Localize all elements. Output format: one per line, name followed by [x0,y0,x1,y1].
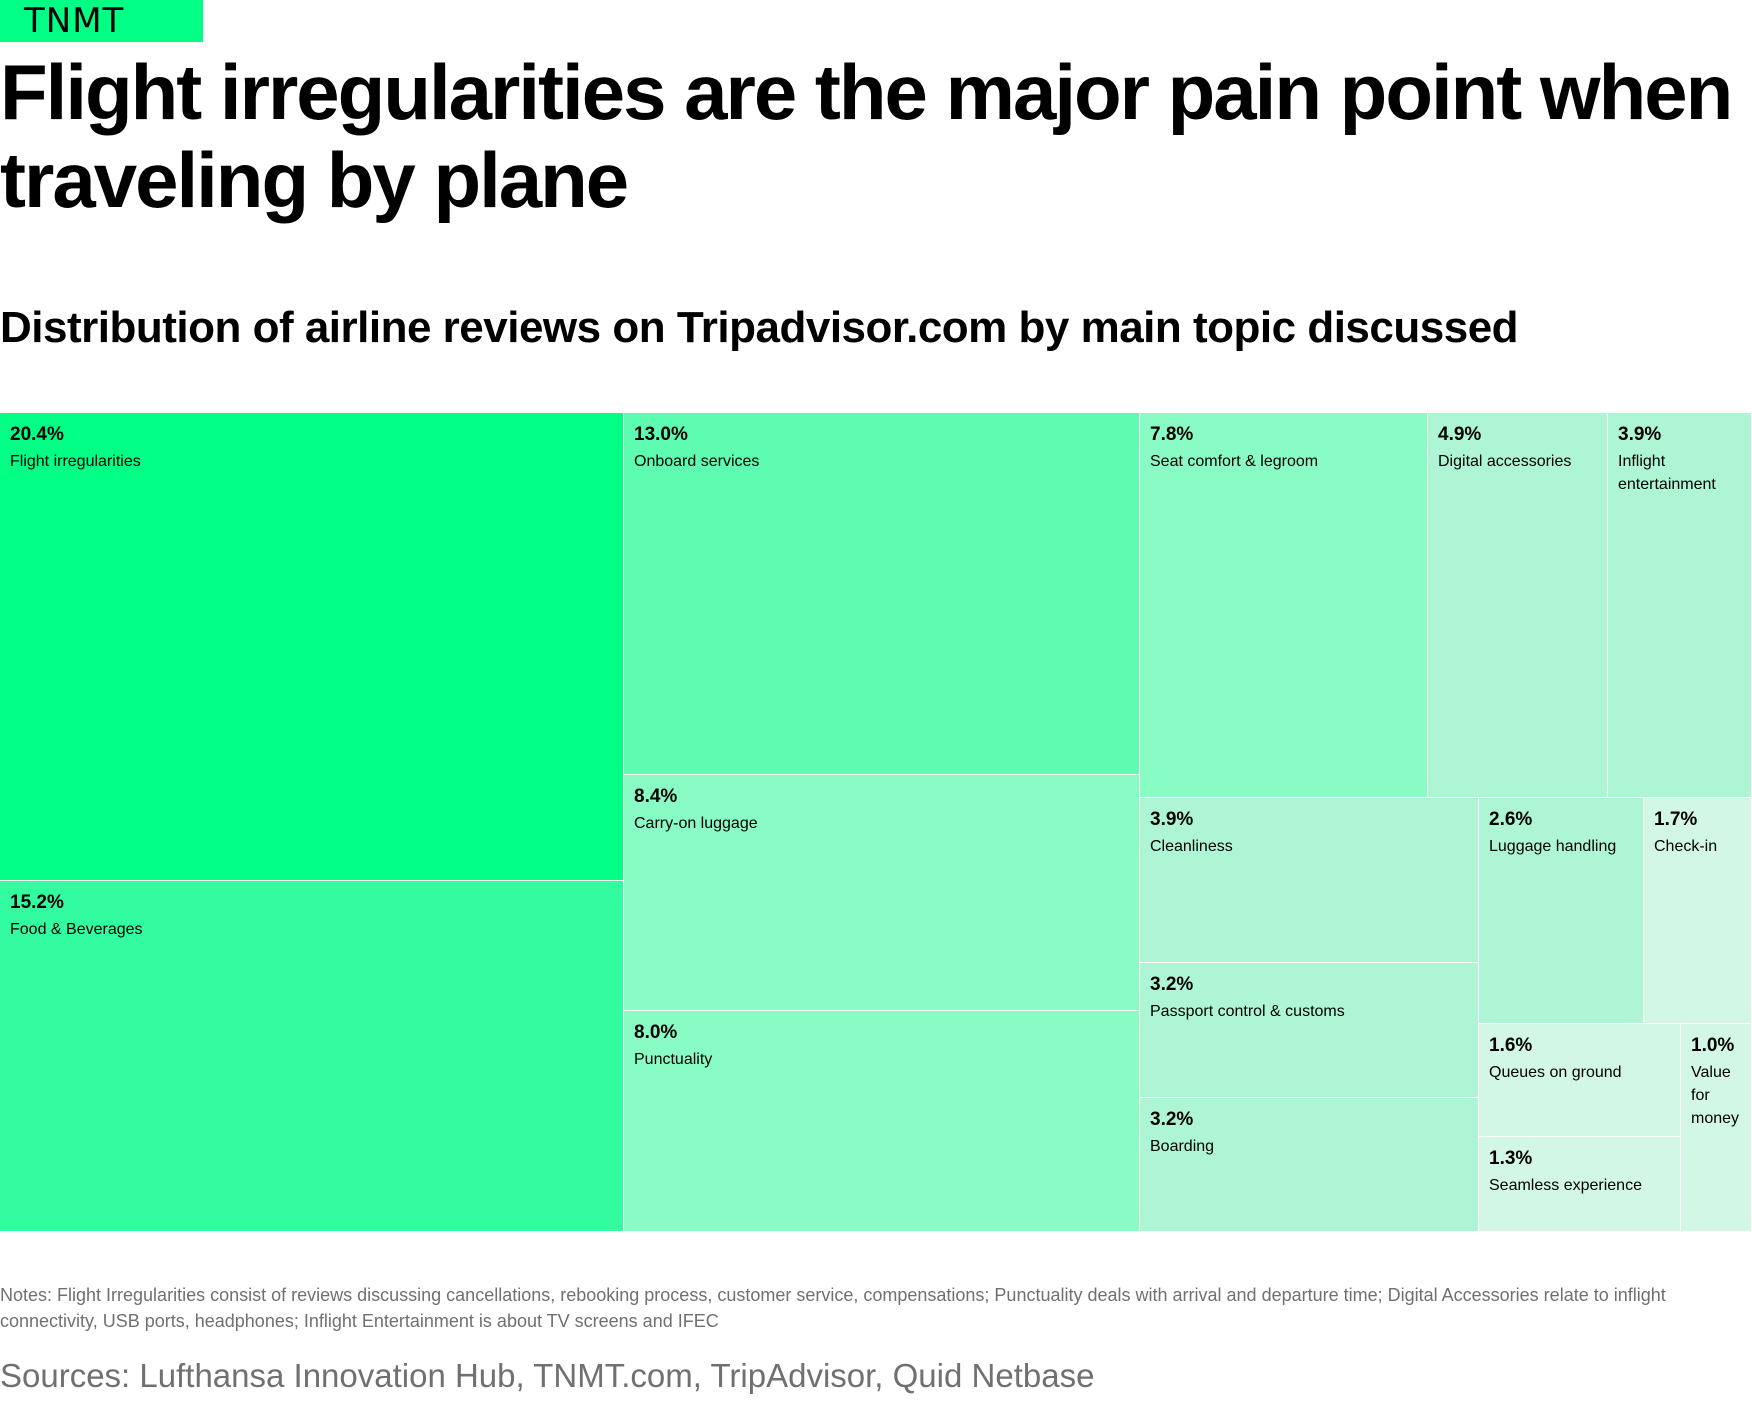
chart-notes: Notes: Flight Irregularities consist of … [0,1285,1666,1331]
tile-value-label: 4.9% [1438,424,1482,445]
treemap-tile: 1.0% Value for money [1681,1024,1752,1232]
brand-logo-text: TNMT [24,1,125,41]
chart-sources: Sources: Lufthansa Innovation Hub, TNMT.… [0,1357,1095,1394]
tile-value-label: 1.3% [1489,1148,1533,1169]
treemap-tile: 1.7% Check-in [1644,798,1752,1024]
tile-value-label: 20.4% [10,424,64,445]
tile-category-label: Digital accessories [1438,453,1572,470]
tile-category-label: Flight irregularities [10,453,141,470]
tile-value-label: 2.6% [1489,809,1533,830]
tile-category-label: Onboard services [634,453,760,470]
tile-category-label: Cleanliness [1150,838,1233,855]
tile-value-label: 8.4% [634,786,678,807]
tile-value-label: 13.0% [634,424,688,445]
tile-value-label: 7.8% [1150,424,1194,445]
tile-category-label: Boarding [1150,1138,1215,1155]
treemap-tile: 4.9% Digital accessories [1428,413,1608,798]
tile-value-label: 8.0% [634,1022,678,1043]
treemap-tile: 7.8% Seat comfort & legroom [1140,413,1428,798]
tile-category-label: Seamless experience [1489,1177,1642,1194]
treemap-tile: 8.0% Punctuality [624,1011,1140,1232]
treemap-tile: 3.2% Passport control & customs [1140,963,1479,1098]
tile-category-label: Seat comfort & legroom [1150,453,1319,470]
tile-value-label: 1.7% [1654,809,1698,830]
tile-value-label: 3.9% [1618,424,1662,445]
treemap-tile: 8.4% Carry-on luggage [624,775,1140,1011]
tile-category-label: Check-in [1654,838,1718,855]
chart-subtitle: Distribution of airline reviews on Tripa… [0,303,1519,352]
treemap-tile: 20.4% Flight irregularities [0,413,624,881]
treemap-tile: 15.2% Food & Beverages [0,881,624,1232]
treemap-tile: 1.3% Seamless experience [1479,1137,1681,1232]
tile-category-label: Food & Beverages [10,921,143,938]
chart-title: Flight irregularities are the major pain… [0,48,1733,224]
tile-category-label: Value for money [1691,1064,1740,1127]
treemap-chart: 20.4% Flight irregularities 15.2% Food & Be… [0,413,1752,1232]
treemap-tile: 3.2% Boarding [1140,1098,1479,1232]
tile-category-label: Carry-on luggage [634,815,758,832]
tile-category-label: Passport control & customs [1150,1003,1345,1020]
tile-category-label: Luggage handling [1489,838,1617,855]
tile-value-label: 1.6% [1489,1035,1533,1056]
treemap-tile: 13.0% Onboard services [624,413,1140,775]
tile-category-label: Punctuality [634,1051,713,1068]
tile-value-label: 1.0% [1691,1035,1735,1056]
tile-value-label: 15.2% [10,892,64,913]
tile-category-label: Inflight entertainment [1618,453,1716,493]
treemap-tile: 2.6% Luggage handling [1479,798,1644,1024]
tile-value-label: 3.2% [1150,974,1194,995]
tile-value-label: 3.2% [1150,1109,1194,1130]
tile-category-label: Queues on ground [1489,1064,1622,1081]
treemap-tile: 1.6% Queues on ground [1479,1024,1681,1137]
treemap-tile: 3.9% Cleanliness [1140,798,1479,963]
tile-value-label: 3.9% [1150,809,1194,830]
treemap-tile: 3.9% Inflight entertainment [1608,413,1752,798]
brand-logo: TNMT [0,0,203,42]
